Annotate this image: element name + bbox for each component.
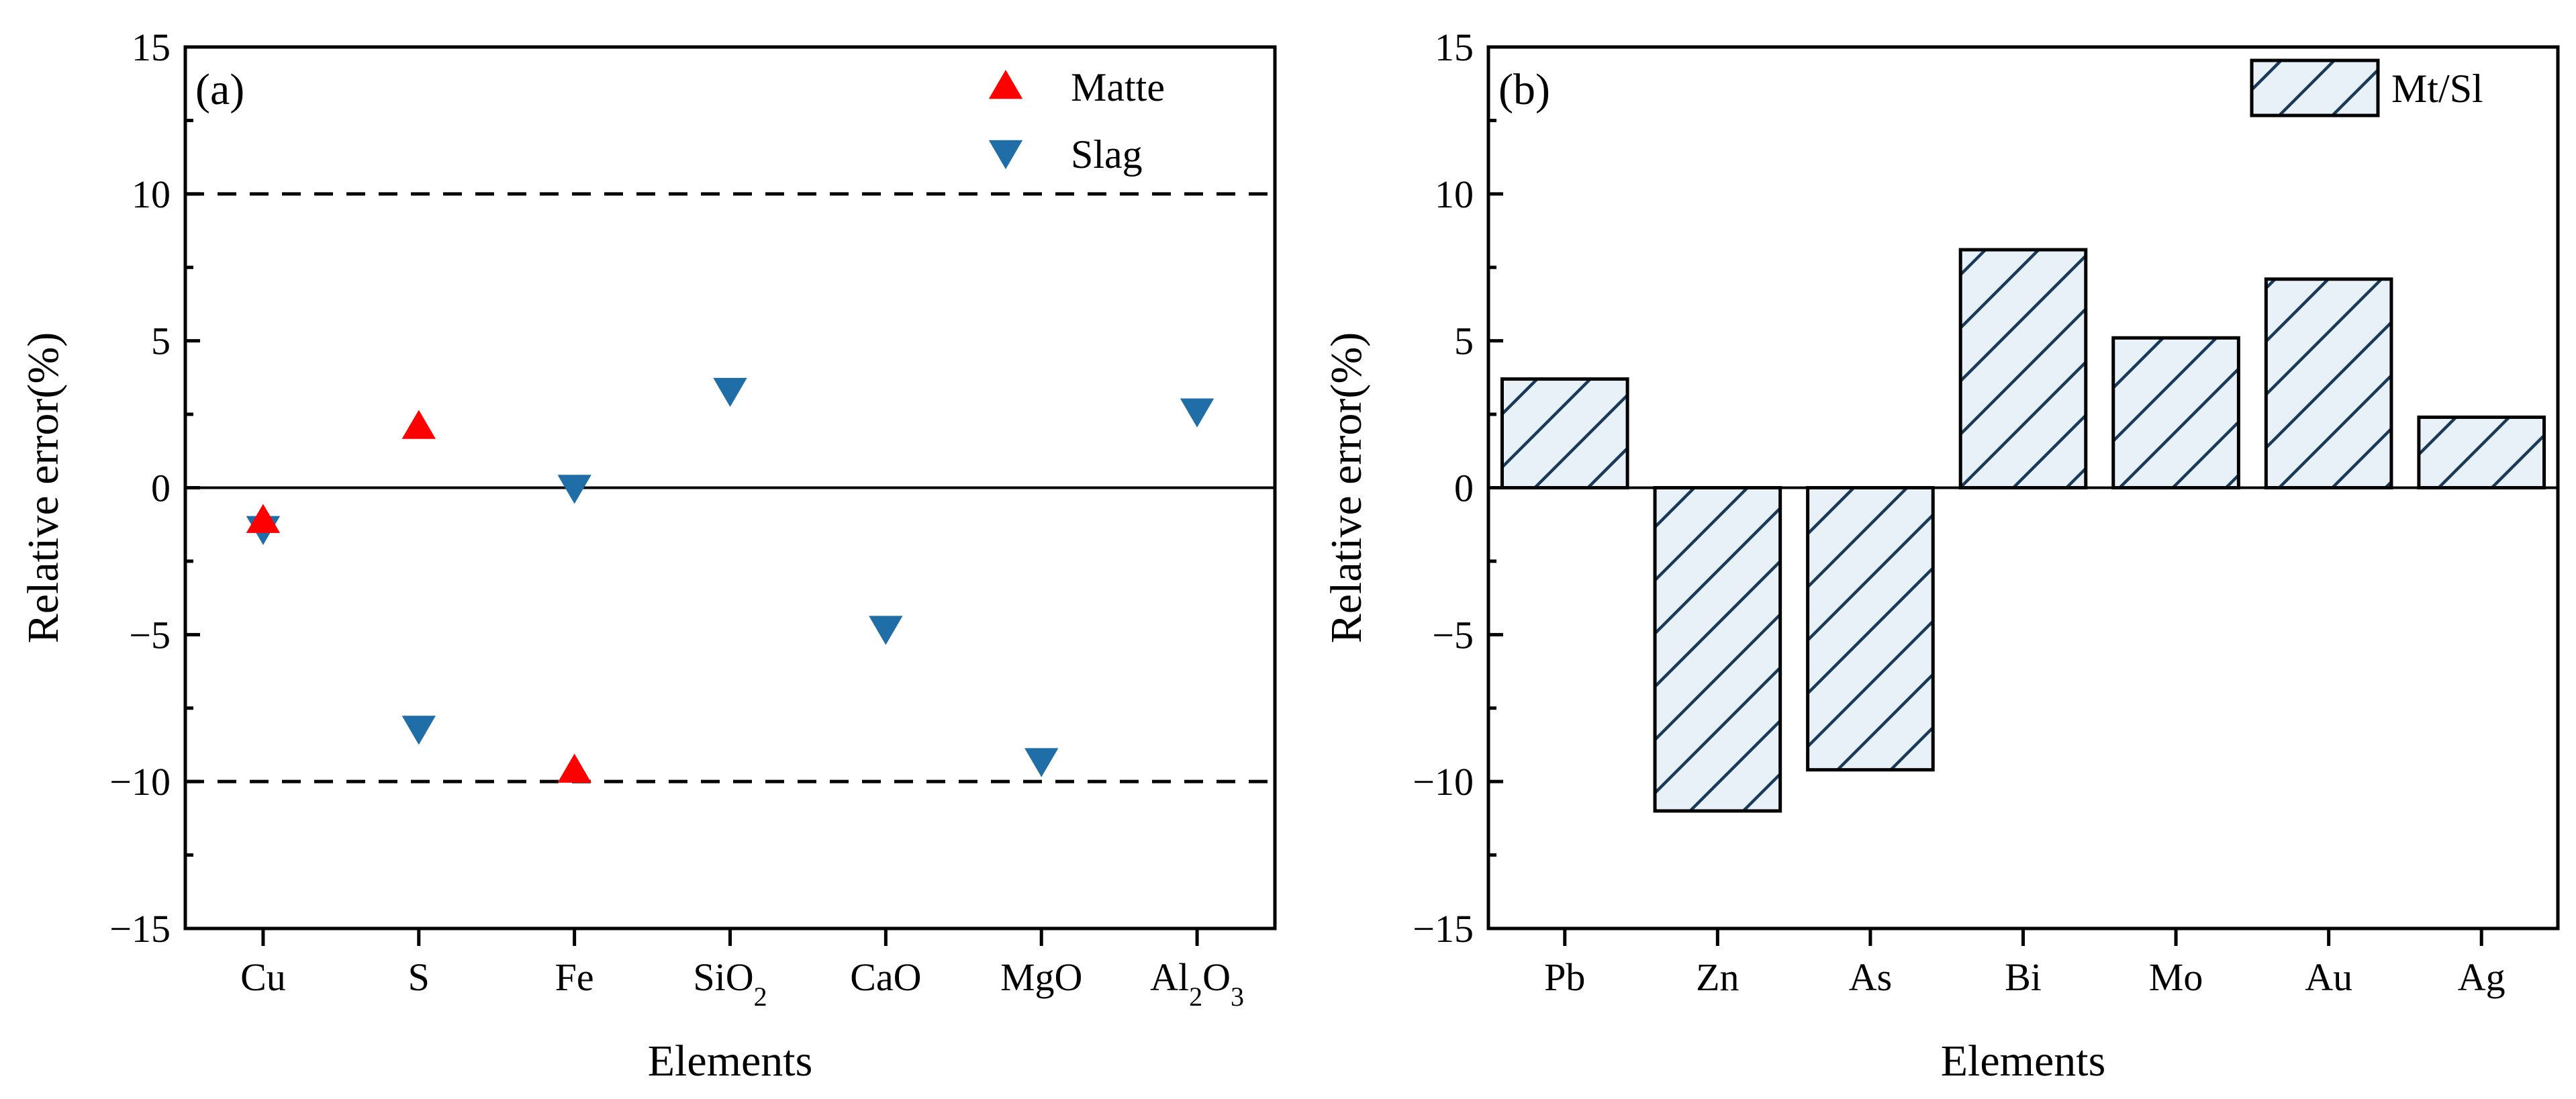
legend-b: Mt/Sl [2250, 58, 2483, 117]
point-slag-2 [557, 475, 591, 504]
y-tick-label: 0 [151, 467, 171, 510]
legend-label-slag: Slag [1071, 132, 1143, 177]
bar-zn [1653, 486, 1782, 813]
x-tick-label-mgo: MgO [1000, 955, 1082, 999]
x-tick-label-zn: Zn [1696, 955, 1739, 999]
x-tick-label-pb: Pb [1544, 955, 1585, 999]
y-tick-label: 15 [1435, 26, 1474, 69]
point-slag-5 [1024, 748, 1059, 777]
x-tick-label-fe: Fe [555, 955, 594, 999]
point-slag-3 [713, 377, 747, 408]
legend-marker-slag [988, 140, 1023, 169]
x-tick-label-cu: Cu [240, 955, 286, 999]
reference-lines [185, 192, 1275, 783]
y-tick-label: −5 [1432, 613, 1474, 657]
x-tick-label-au: Au [2305, 955, 2352, 999]
y-tick-label: 5 [1454, 320, 1474, 363]
y-tick-label: 5 [151, 320, 171, 363]
y-axis-title-a: Relative error(%) [19, 332, 68, 644]
bar-au [2264, 277, 2393, 489]
point-matte-2 [557, 753, 591, 783]
legend-a: Matte Slag [988, 65, 1165, 177]
legend-label-matte: Matte [1071, 65, 1165, 109]
y-tick-label: −10 [1413, 760, 1474, 804]
bar-ag [2417, 415, 2546, 490]
bar-as [1806, 486, 1935, 772]
legend-label-mt-sl: Mt/Sl [2391, 66, 2483, 111]
x-tick-label-al2o3: Al2O3 [1150, 955, 1244, 1012]
y-tick-label: −10 [109, 760, 171, 804]
data-points [246, 377, 1214, 783]
x-axis-ticks: Pb Zn As Bi Mo Au Ag [1544, 928, 2506, 999]
point-matte-1 [401, 410, 436, 439]
x-tick-label-s: S [408, 955, 430, 999]
bar-mo [2111, 336, 2240, 490]
y-tick-label: 15 [132, 26, 171, 69]
x-axis-ticks: Cu S Fe SiO2 CaO MgO Al2O3 [240, 928, 1244, 1012]
y-tick-label: 0 [1454, 467, 1474, 510]
y-tick-label: −15 [109, 907, 171, 951]
point-slag-6 [1180, 398, 1214, 428]
x-tick-label-sio2: SiO2 [693, 955, 767, 1012]
point-matte-0 [246, 504, 281, 533]
point-slag-1 [401, 716, 436, 745]
x-tick-label-cao: CaO [850, 955, 921, 999]
panel-label-a: (a) [195, 65, 244, 114]
x-tick-label-ag: Ag [2458, 955, 2506, 999]
y-axis-ticks: −15 −10 −5 0 5 10 15 [109, 26, 200, 951]
legend-swatch-mt-sl [2250, 58, 2380, 117]
point-slag-4 [869, 616, 903, 645]
x-tick-label-as: As [1849, 955, 1892, 999]
x-axis-title-a: Elements [648, 1037, 813, 1086]
x-tick-label-mo: Mo [2149, 955, 2203, 999]
panel-b: −15 −10 −5 0 5 10 15 Pb Zn As Bi Mo Au Ag (b) Elemen… [1322, 26, 2560, 1086]
y-tick-label: 10 [132, 173, 171, 216]
bar-bi [1958, 248, 2088, 489]
y-axis-ticks: −15 −10 −5 0 5 10 15 [1413, 26, 1503, 951]
y-tick-label: −5 [129, 613, 171, 657]
panel-label-b: (b) [1498, 65, 1550, 114]
y-tick-label: 10 [1435, 173, 1474, 216]
x-axis-title-b: Elements [1941, 1037, 2106, 1086]
x-tick-label-bi: Bi [2005, 955, 2042, 999]
bars [1500, 248, 2546, 813]
bar-pb [1500, 377, 1629, 490]
y-axis-title-b: Relative error(%) [1322, 332, 1371, 644]
y-tick-label: −15 [1413, 907, 1474, 951]
legend-marker-matte [988, 70, 1023, 99]
